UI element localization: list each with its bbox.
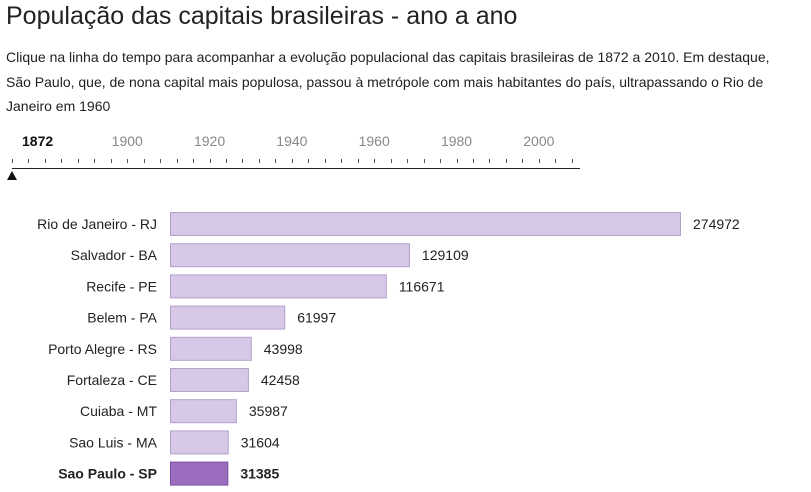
timeline-year-selected[interactable]: 1872: [22, 133, 53, 149]
value-label: 61997: [297, 310, 336, 326]
category-label: Cuiaba - MT: [80, 403, 157, 419]
bar: [170, 305, 286, 330]
category-label: Porto Alegre - RS: [48, 341, 157, 357]
category-label: Sao Luis - MA: [69, 434, 158, 450]
category-label: Recife - PE: [86, 278, 157, 294]
bar: [170, 461, 229, 486]
bar: [170, 399, 237, 424]
value-label: 274972: [693, 216, 740, 232]
timeline-year-1940[interactable]: 1940: [276, 133, 307, 149]
value-label: 129109: [422, 247, 469, 263]
timeline-year-1920[interactable]: 1920: [194, 133, 225, 149]
category-label: Rio de Janeiro - RJ: [37, 216, 157, 232]
value-label: 31604: [241, 434, 280, 450]
timeline-year-2000[interactable]: 2000: [523, 133, 554, 149]
category-label: Fortaleza - CE: [67, 372, 157, 388]
timeline-marker-icon[interactable]: [7, 171, 17, 180]
value-label: 35987: [249, 403, 288, 419]
timeline[interactable]: 1872 1900 1920 1940 1960 1980 2000: [0, 128, 600, 188]
bar: [170, 336, 252, 361]
value-label: 42458: [261, 372, 300, 388]
timeline-year-1980[interactable]: 1980: [441, 133, 472, 149]
value-label: 43998: [264, 341, 303, 357]
bar: [170, 274, 387, 299]
category-label: Sao Paulo - SP: [58, 466, 157, 482]
population-bar-chart: Rio de Janeiro - RJ 274972 Salvador - BA 12…: [37, 212, 740, 486]
bar: [170, 243, 410, 268]
timeline-year-1960[interactable]: 1960: [359, 133, 390, 149]
value-label: 31385: [240, 466, 279, 482]
category-label: Belem - PA: [87, 310, 157, 326]
bar: [170, 368, 249, 392]
bar: [170, 430, 229, 455]
page-description: Clique na linha do tempo para acompanhar…: [6, 49, 770, 114]
category-label: Salvador - BA: [71, 247, 158, 263]
timeline-year-1900[interactable]: 1900: [112, 133, 143, 149]
bar: [170, 212, 681, 236]
page-title: População das capitais brasileiras - ano…: [6, 2, 518, 30]
value-label: 116671: [399, 278, 445, 294]
